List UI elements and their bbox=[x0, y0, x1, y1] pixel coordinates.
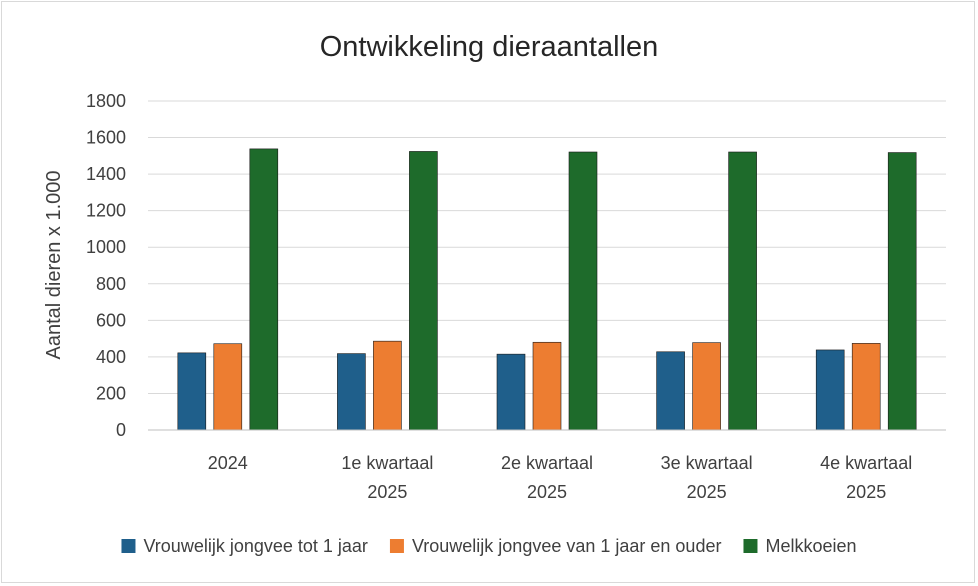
y-axis-title: Aantal dieren x 1.000 bbox=[43, 170, 65, 359]
x-category-label: 2024 bbox=[208, 453, 248, 473]
y-tick-label: 600 bbox=[96, 310, 126, 330]
x-category-label: 4e kwartaal bbox=[820, 453, 912, 473]
bars bbox=[177, 148, 917, 431]
y-tick-label: 1200 bbox=[86, 201, 126, 221]
gridlines bbox=[148, 100, 946, 394]
y-tick-label: 1600 bbox=[86, 128, 126, 148]
y-tick-label: 800 bbox=[96, 274, 126, 294]
legend-label: Melkkoeien bbox=[765, 536, 856, 556]
bar-2-2 bbox=[373, 340, 402, 431]
bar-1-2 bbox=[337, 353, 366, 431]
x-category-label: 2025 bbox=[687, 482, 727, 502]
y-axis-ticks: 0 200 400 600 800 1000 1200 1400 1600 1800 bbox=[86, 91, 126, 440]
bar-3-5 bbox=[887, 152, 917, 431]
bar-3-2 bbox=[409, 151, 438, 431]
legend-swatch bbox=[743, 539, 758, 553]
bar-3-1 bbox=[249, 148, 279, 431]
bar-3-4 bbox=[728, 151, 757, 431]
bar-1-5 bbox=[815, 349, 845, 431]
x-category-label: 3e kwartaal bbox=[661, 453, 753, 473]
y-tick-label: 400 bbox=[96, 347, 126, 367]
bar-3-3 bbox=[568, 151, 598, 431]
x-category-label: 1e kwartaal bbox=[341, 453, 433, 473]
legend-swatch bbox=[389, 539, 404, 553]
legend-label: Vrouwelijk jongvee tot 1 jaar bbox=[143, 536, 367, 556]
legend-swatch bbox=[121, 539, 136, 553]
chart-title: Ontwikkeling dieraantallen bbox=[320, 31, 659, 63]
x-category-label: 2025 bbox=[367, 482, 407, 502]
bar-2-5 bbox=[851, 343, 881, 431]
y-tick-label: 200 bbox=[96, 383, 126, 403]
y-tick-label: 0 bbox=[116, 420, 126, 440]
bar-1-4 bbox=[656, 351, 685, 431]
bar-2-4 bbox=[692, 342, 721, 431]
bar-2-1 bbox=[213, 343, 243, 431]
x-category-label: 2e kwartaal bbox=[501, 453, 593, 473]
x-axis-categories: 2024 1e kwartaal 2025 2e kwartaal 2025 3e kwa… bbox=[208, 453, 912, 502]
y-tick-label: 1000 bbox=[86, 237, 126, 257]
x-category-label: 2025 bbox=[527, 482, 567, 502]
bar-1-3 bbox=[496, 353, 526, 431]
legend: Vrouwelijk jongvee tot 1 jaar Vrouwelijk … bbox=[121, 536, 857, 556]
bar-2-3 bbox=[532, 341, 562, 431]
bar-1-1 bbox=[177, 352, 207, 431]
y-tick-label: 1400 bbox=[86, 164, 126, 184]
x-category-label: 2025 bbox=[846, 482, 886, 502]
y-tick-label: 1800 bbox=[86, 91, 126, 111]
legend-label: Vrouwelijk jongvee van 1 jaar en ouder bbox=[412, 536, 722, 556]
